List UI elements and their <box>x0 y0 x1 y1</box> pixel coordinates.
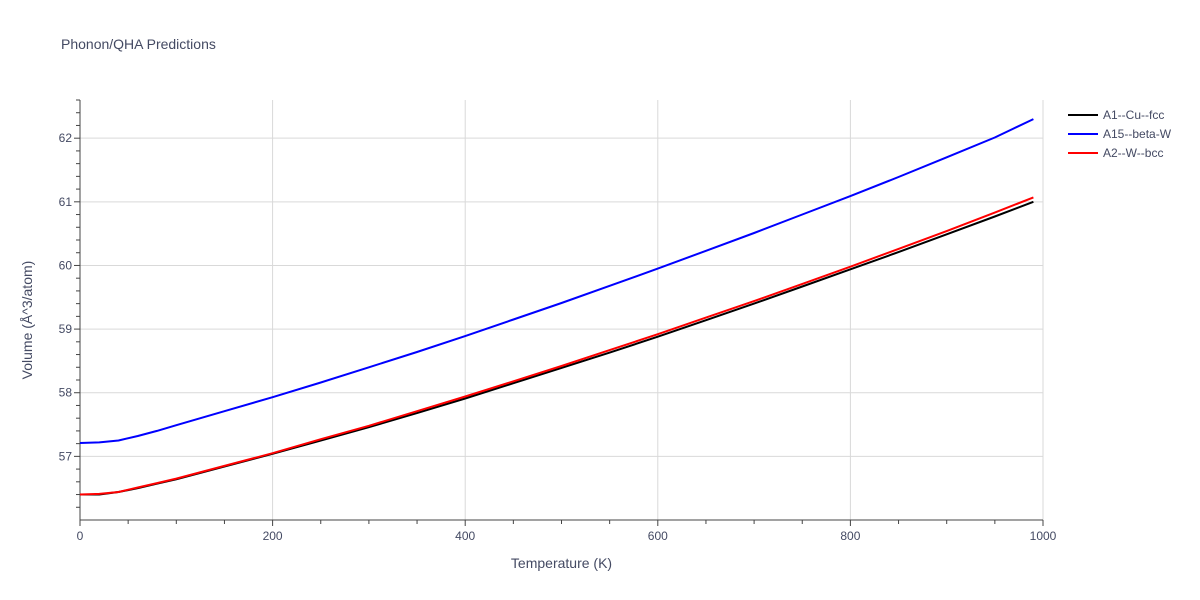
grid-lines <box>79 100 1044 520</box>
plot-area[interactable] <box>79 118 1034 496</box>
legend[interactable]: A1--Cu--fcc A15--beta-W A2--W--bcc <box>1068 108 1172 160</box>
x-tick-label: 600 <box>648 529 668 543</box>
y-tick-label: 60 <box>59 258 73 272</box>
legend-label: A1--Cu--fcc <box>1103 108 1164 122</box>
y-tick-label: 59 <box>59 322 73 336</box>
series-line[interactable] <box>79 118 1034 444</box>
legend-item[interactable]: A2--W--bcc <box>1068 146 1163 160</box>
y-tick-label: 58 <box>59 386 73 400</box>
series-line[interactable] <box>79 196 1034 496</box>
axes <box>74 99 1044 526</box>
y-axis-title: Volume (Å^3/atom) <box>19 261 35 380</box>
legend-item[interactable]: A15--beta-W <box>1068 127 1172 141</box>
x-tick-label: 800 <box>840 529 860 543</box>
x-tick-label: 0 <box>77 529 84 543</box>
legend-item[interactable]: A1--Cu--fcc <box>1068 108 1164 122</box>
series-line[interactable] <box>80 200 1034 496</box>
x-tick-label: 200 <box>263 529 283 543</box>
chart-title: Phonon/QHA Predictions <box>61 36 216 52</box>
y-tick-label: 62 <box>59 131 73 145</box>
legend-label: A15--beta-W <box>1103 127 1172 141</box>
tick-labels: 0 200 400 600 800 1000 57 58 59 60 61 62 <box>59 131 1057 543</box>
x-tick-label: 400 <box>455 529 475 543</box>
x-tick-label: 1000 <box>1030 529 1057 543</box>
y-tick-label: 61 <box>59 195 73 209</box>
x-axis-title: Temperature (K) <box>511 555 612 571</box>
legend-label: A2--W--bcc <box>1103 146 1163 160</box>
y-tick-label: 57 <box>59 449 73 463</box>
